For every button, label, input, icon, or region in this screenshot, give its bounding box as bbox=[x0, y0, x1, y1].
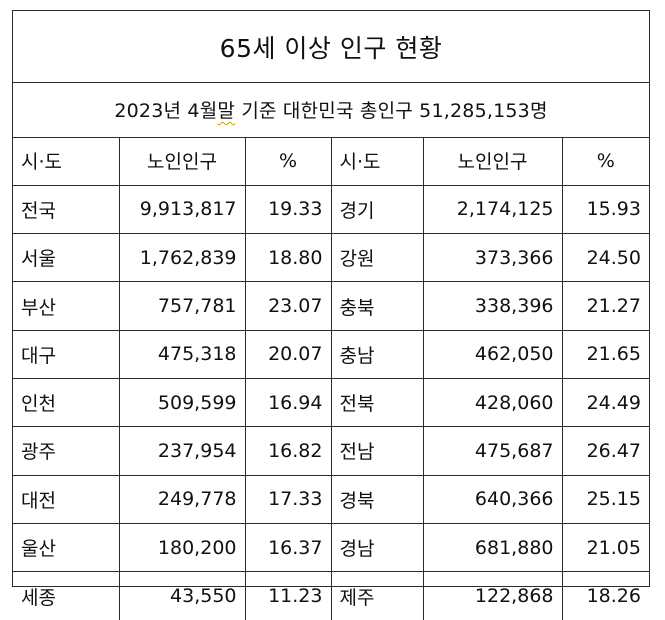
percent-cell: 21.27 bbox=[562, 281, 649, 331]
elderly-population-cell: 1,762,839 bbox=[119, 233, 246, 283]
percent-cell: 11.23 bbox=[245, 571, 332, 620]
header-elderly: 노인인구 bbox=[119, 137, 246, 186]
region-cell: 인천 bbox=[13, 378, 120, 428]
subtitle-spellcheck-mark: 말 bbox=[217, 100, 236, 122]
percent-cell: 21.65 bbox=[562, 330, 649, 379]
elderly-population-cell: 475,687 bbox=[423, 426, 563, 476]
percent-cell: 24.50 bbox=[562, 233, 649, 283]
subtitle-year: 2023년 4월 bbox=[114, 100, 218, 122]
percent-cell: 17.33 bbox=[245, 475, 332, 524]
percent-cell: 16.37 bbox=[245, 523, 332, 573]
region-cell: 충북 bbox=[331, 281, 424, 331]
elderly-population-cell: 43,550 bbox=[119, 571, 246, 620]
percent-cell: 24.49 bbox=[562, 378, 649, 428]
table-row: 광주 237,954 16.82 전남 475,687 26.47 bbox=[13, 426, 649, 476]
region-cell: 대구 bbox=[13, 330, 120, 379]
table-row: 울산 180,200 16.37 경남 681,880 21.05 bbox=[13, 523, 649, 573]
elderly-population-cell: 249,778 bbox=[119, 475, 246, 524]
elderly-population-cell: 428,060 bbox=[423, 378, 563, 428]
elderly-population-cell: 9,913,817 bbox=[119, 185, 246, 235]
region-cell: 전남 bbox=[331, 426, 424, 476]
header-region: 시·도 bbox=[331, 137, 424, 186]
page-title: 65세 이상 인구 현황 bbox=[219, 33, 443, 63]
region-cell: 경남 bbox=[331, 523, 424, 573]
header-region: 시·도 bbox=[13, 137, 120, 186]
elderly-population-cell: 681,880 bbox=[423, 523, 563, 573]
elderly-population-cell: 475,318 bbox=[119, 330, 246, 379]
percent-cell: 19.33 bbox=[245, 185, 332, 235]
population-table: 시·도 노인인구 % 시·도 노인인구 % 전국 9,913,817 19.33 경기… bbox=[13, 137, 649, 620]
elderly-population-cell: 373,366 bbox=[423, 233, 563, 283]
percent-cell: 18.26 bbox=[586, 585, 641, 608]
percent-cell: 26.47 bbox=[562, 426, 649, 476]
table-row: 전국 9,913,817 19.33 경기 2,174,125 15.93 bbox=[13, 185, 649, 235]
subtitle-row: 2023년 4월 말 기준 대한민국 총인구 51,285,153명 bbox=[13, 82, 649, 138]
percent-cell: 16.94 bbox=[245, 378, 332, 428]
header-percent: % bbox=[562, 137, 649, 186]
region-cell: 충남 bbox=[331, 330, 424, 379]
region-cell: 경기 bbox=[331, 185, 424, 235]
elderly-population-cell: 180,200 bbox=[119, 523, 246, 573]
table-row: 세종 43,550 11.23 제주 122,868 18.26 bbox=[13, 571, 649, 620]
header-percent: % bbox=[245, 137, 332, 186]
elderly-population-cell: 509,599 bbox=[119, 378, 246, 428]
region-cell: 세종 bbox=[13, 571, 120, 620]
region-cell: 전북 bbox=[331, 378, 424, 428]
percent-cell: 21.05 bbox=[562, 523, 649, 573]
elderly-population-cell: 640,366 bbox=[423, 475, 563, 524]
table-row: 부산 757,781 23.07 충북 338,396 21.27 bbox=[13, 281, 649, 331]
elderly-population-cell: 122,868 bbox=[423, 571, 563, 620]
region-cell: 제주 bbox=[331, 571, 424, 620]
population-sheet: 65세 이상 인구 현황 2023년 4월 말 기준 대한민국 총인구 51,28… bbox=[12, 10, 650, 620]
title-row: 65세 이상 인구 현황 bbox=[13, 11, 649, 83]
region-cell: 서울 bbox=[13, 233, 120, 283]
region-cell: 울산 bbox=[13, 523, 120, 573]
region-cell: 대전 bbox=[13, 475, 120, 524]
header-row: 시·도 노인인구 % 시·도 노인인구 % bbox=[13, 137, 649, 186]
region-cell: 강원 bbox=[331, 233, 424, 283]
subtitle-text: 기준 대한민국 총인구 51,285,153명 bbox=[235, 100, 548, 122]
percent-cell: 15.93 bbox=[562, 185, 649, 235]
table-row: 인천 509,599 16.94 전북 428,060 24.49 bbox=[13, 378, 649, 428]
percent-cell: 23.07 bbox=[245, 281, 332, 331]
percent-cell: 18.80 bbox=[245, 233, 332, 283]
region-cell: 광주 bbox=[13, 426, 120, 476]
region-cell: 부산 bbox=[13, 281, 120, 331]
table-row: 대전 249,778 17.33 경북 640,366 25.15 bbox=[13, 475, 649, 524]
header-elderly: 노인인구 bbox=[423, 137, 563, 186]
elderly-population-cell: 237,954 bbox=[119, 426, 246, 476]
elderly-population-cell: 338,396 bbox=[423, 281, 563, 331]
elderly-population-cell: 2,174,125 bbox=[423, 185, 563, 235]
percent-cell: 16.82 bbox=[245, 426, 332, 476]
region-cell: 전국 bbox=[13, 185, 120, 235]
percent-cell: 25.15 bbox=[562, 475, 649, 524]
elderly-population-cell: 757,781 bbox=[119, 281, 246, 331]
table-row: 대구 475,318 20.07 충남 462,050 21.65 bbox=[13, 330, 649, 379]
table-row: 서울 1,762,839 18.80 강원 373,366 24.50 bbox=[13, 233, 649, 283]
percent-cell: 20.07 bbox=[245, 330, 332, 379]
elderly-population-cell: 462,050 bbox=[423, 330, 563, 379]
region-cell: 경북 bbox=[331, 475, 424, 524]
